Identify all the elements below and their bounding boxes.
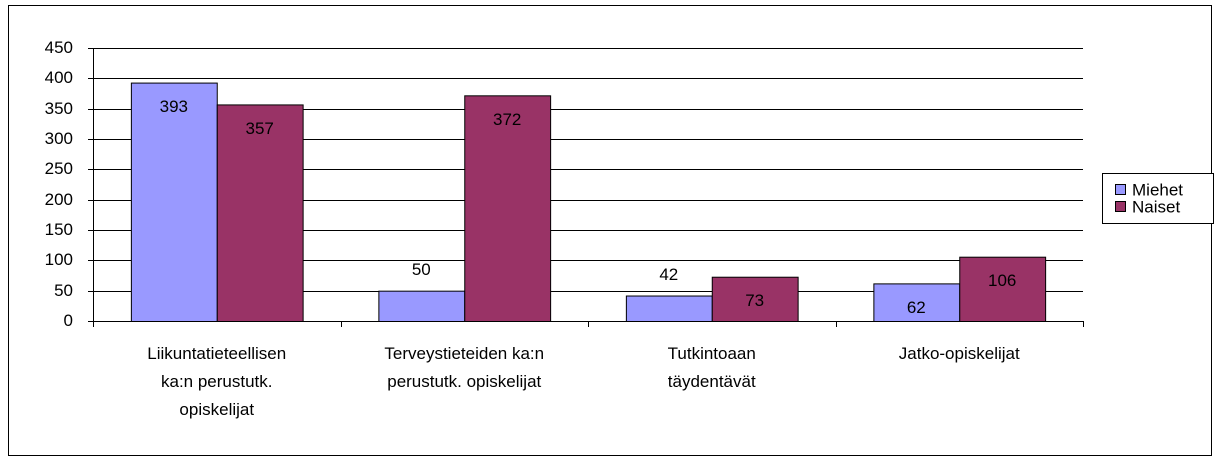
data-label: 50 bbox=[412, 260, 431, 279]
x-tick-label: Terveystieteiden ka:n perustutk. opiskeli… bbox=[384, 344, 544, 391]
bar bbox=[378, 290, 466, 322]
bar bbox=[625, 295, 713, 322]
y-tick-label: 0 bbox=[64, 311, 73, 330]
y-tick-label: 100 bbox=[45, 250, 73, 269]
data-label: 106 bbox=[988, 271, 1016, 290]
legend-swatch bbox=[1115, 184, 1126, 195]
data-label: 372 bbox=[493, 110, 521, 129]
legend-swatch bbox=[1115, 201, 1126, 212]
y-tick-label: 250 bbox=[45, 159, 73, 178]
bar bbox=[130, 82, 218, 322]
y-tick-label: 300 bbox=[45, 129, 73, 148]
y-tick-label: 450 bbox=[45, 38, 73, 57]
legend-box bbox=[1102, 173, 1214, 224]
y-tick-label: 50 bbox=[54, 281, 73, 300]
data-label: 42 bbox=[659, 265, 678, 284]
legend-label: Miehet bbox=[1132, 180, 1183, 199]
bar bbox=[959, 256, 1047, 322]
x-tick-label: Jatko-opiskelijat bbox=[899, 344, 1020, 363]
y-tick-label: 350 bbox=[45, 99, 73, 118]
data-label: 393 bbox=[160, 97, 188, 116]
bar bbox=[711, 276, 799, 323]
y-tick-label: 200 bbox=[45, 190, 73, 209]
legend-label: Naiset bbox=[1132, 197, 1180, 216]
data-label: 62 bbox=[907, 298, 926, 317]
bar bbox=[873, 283, 961, 322]
y-tick-label: 400 bbox=[45, 68, 73, 87]
data-label: 73 bbox=[745, 291, 764, 310]
x-tick-label: Tutkintoaan täydentävät bbox=[668, 344, 756, 391]
bar bbox=[216, 104, 304, 322]
x-tick-label: Liikuntatieteellisen ka:n perustutk. opisk… bbox=[147, 344, 286, 419]
y-tick-label: 150 bbox=[45, 220, 73, 239]
bar bbox=[464, 95, 552, 322]
data-label: 357 bbox=[246, 119, 274, 138]
